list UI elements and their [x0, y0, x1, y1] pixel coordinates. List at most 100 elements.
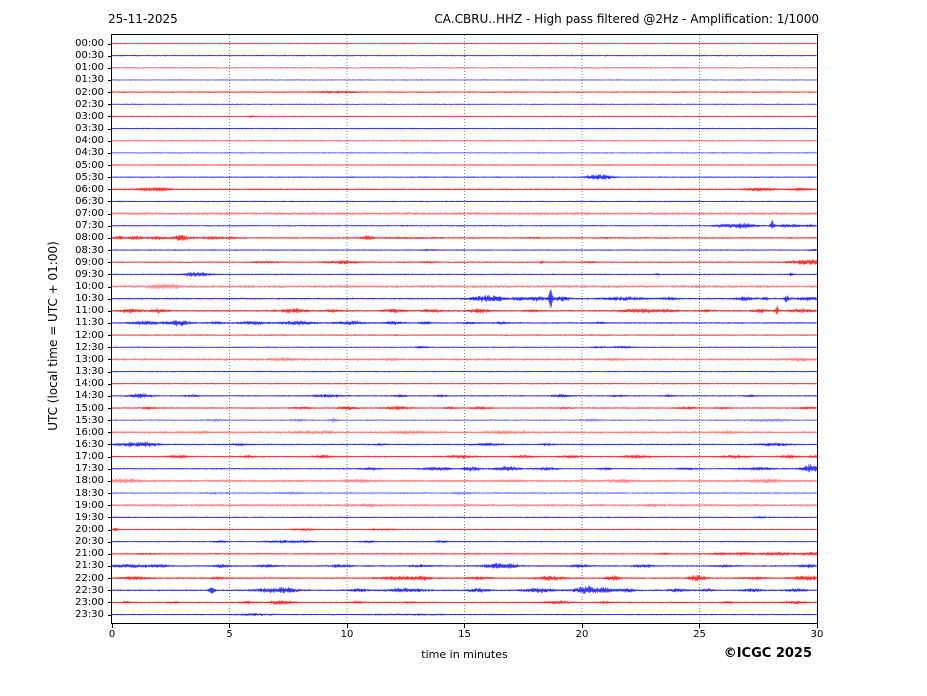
- ytick-mark: [108, 322, 112, 324]
- ytick-mark: [108, 92, 112, 94]
- ytick-label-2230: 22:30: [75, 584, 104, 596]
- ytick-mark: [108, 262, 112, 264]
- ytick-mark: [108, 274, 112, 276]
- ytick-mark: [108, 590, 112, 592]
- ytick-mark: [108, 225, 112, 227]
- ytick-label-0330: 03:30: [75, 123, 104, 135]
- ytick-label-1630: 16:30: [75, 438, 104, 450]
- ytick-mark: [108, 578, 112, 580]
- ytick-mark: [108, 189, 112, 191]
- ytick-label-1700: 17:00: [75, 451, 104, 463]
- ytick-mark: [108, 602, 112, 604]
- ytick-label-0730: 07:30: [75, 220, 104, 232]
- ytick-mark: [108, 104, 112, 106]
- ytick-label-1330: 13:30: [75, 366, 104, 378]
- ytick-label-1300: 13:00: [75, 353, 104, 365]
- plot-title: CA.CBRU..HHZ - High pass filtered @2Hz -…: [434, 12, 819, 26]
- ytick-mark: [108, 286, 112, 288]
- ytick-mark: [108, 480, 112, 482]
- ytick-mark: [108, 371, 112, 373]
- ytick-mark: [108, 152, 112, 154]
- ytick-label-1600: 16:00: [75, 426, 104, 438]
- ytick-label-2300: 23:00: [75, 596, 104, 608]
- ytick-label-2000: 20:00: [75, 524, 104, 535]
- seismogram-trace-canvas: [112, 35, 817, 623]
- ytick-label-2330: 23:30: [75, 609, 104, 621]
- ytick-label-0200: 02:00: [75, 86, 104, 98]
- ytick-label-2030: 20:30: [75, 536, 104, 548]
- xtick-label-0: 0: [108, 629, 116, 640]
- xtick-label-20: 20: [575, 629, 589, 640]
- ytick-mark: [108, 565, 112, 567]
- ytick-mark: [108, 456, 112, 458]
- ytick-label-1530: 15:30: [75, 414, 104, 426]
- ytick-mark: [108, 67, 112, 69]
- ytick-label-1800: 18:00: [75, 475, 104, 487]
- xtick-mark: [229, 624, 230, 628]
- xtick-mark: [581, 624, 583, 628]
- ytick-mark: [108, 493, 112, 495]
- ytick-mark: [108, 298, 112, 300]
- ytick-mark: [108, 116, 112, 118]
- ytick-mark: [108, 310, 112, 312]
- ytick-label-2100: 21:00: [75, 548, 104, 560]
- xtick-label-10: 10: [340, 629, 354, 640]
- ytick-label-0000: 00:00: [75, 38, 104, 49]
- ytick-mark: [108, 140, 112, 142]
- ytick-mark: [108, 517, 112, 519]
- ytick-mark: [108, 420, 112, 422]
- ytick-label-0130: 01:30: [75, 74, 104, 86]
- ytick-mark: [108, 395, 112, 397]
- xtick-label-30: 30: [810, 629, 824, 640]
- ytick-label-0800: 08:00: [75, 232, 104, 244]
- ytick-label-1930: 19:30: [75, 511, 104, 523]
- ytick-label-1000: 10:00: [75, 281, 104, 292]
- ytick-mark: [108, 177, 112, 179]
- ytick-mark: [108, 541, 112, 543]
- ytick-label-0600: 06:00: [75, 183, 104, 195]
- xtick-mark: [816, 624, 818, 628]
- ytick-label-1430: 14:30: [75, 390, 104, 402]
- ytick-mark: [108, 408, 112, 409]
- copyright-label: ©ICGC 2025: [723, 646, 812, 661]
- ytick-mark: [108, 432, 112, 434]
- ytick-label-2200: 22:00: [75, 572, 104, 584]
- ytick-mark: [108, 529, 112, 531]
- xtick-label-15: 15: [458, 629, 471, 640]
- ytick-label-1730: 17:30: [75, 463, 104, 475]
- ytick-mark: [108, 250, 112, 252]
- ytick-label-2130: 21:30: [75, 560, 104, 572]
- xtick-mark: [111, 624, 113, 628]
- ytick-label-0230: 02:30: [75, 98, 104, 110]
- ytick-label-0100: 01:00: [75, 62, 104, 74]
- xtick-mark: [464, 624, 465, 628]
- ytick-mark: [108, 383, 112, 385]
- ytick-label-0700: 07:00: [75, 208, 104, 220]
- ytick-mark: [108, 55, 112, 57]
- ytick-mark: [108, 79, 112, 81]
- ytick-mark: [108, 468, 112, 470]
- ytick-mark: [108, 553, 112, 555]
- ytick-label-1400: 14:00: [75, 378, 104, 390]
- ytick-label-1100: 11:00: [75, 305, 104, 317]
- ytick-mark: [108, 128, 112, 130]
- x-axis-label: time in minutes: [421, 648, 508, 661]
- ytick-mark: [108, 444, 112, 446]
- xtick-mark: [699, 624, 700, 628]
- ytick-label-0400: 04:00: [75, 135, 104, 147]
- xtick-mark: [346, 624, 348, 628]
- ytick-label-1900: 19:00: [75, 499, 104, 511]
- ytick-mark: [108, 347, 112, 349]
- ytick-label-0900: 09:00: [75, 256, 104, 268]
- ytick-label-1830: 18:30: [75, 487, 104, 499]
- ytick-label-0630: 06:30: [75, 195, 104, 207]
- ytick-label-1030: 10:30: [75, 293, 104, 305]
- ytick-label-1500: 15:00: [75, 402, 104, 414]
- ytick-label-0430: 04:30: [75, 147, 104, 159]
- ytick-label-1200: 12:00: [75, 329, 104, 341]
- ytick-mark: [108, 614, 112, 616]
- xtick-label-5: 5: [226, 629, 233, 640]
- ytick-mark: [108, 359, 112, 361]
- ytick-label-0300: 03:00: [75, 110, 104, 122]
